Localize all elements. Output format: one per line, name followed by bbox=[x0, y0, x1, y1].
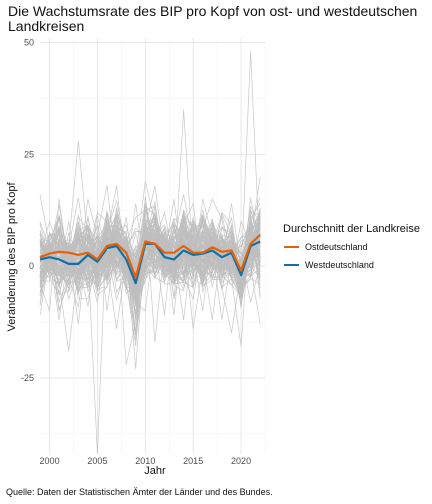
x-tick-label: 2010 bbox=[135, 456, 155, 466]
grid bbox=[40, 38, 266, 454]
district-line bbox=[39, 222, 261, 291]
district-line bbox=[39, 217, 261, 307]
x-axis-label: Jahr bbox=[144, 465, 166, 477]
legend-title: Durchschnitt der Landkreise bbox=[283, 223, 420, 235]
district-line bbox=[39, 214, 261, 305]
x-tick-label: 2005 bbox=[87, 456, 107, 466]
source-caption: Quelle: Daten der Statistischen Ämter de… bbox=[6, 487, 273, 497]
x-tick-label: 2015 bbox=[183, 456, 203, 466]
district-line bbox=[39, 208, 261, 341]
x-tick-label: 2020 bbox=[231, 456, 251, 466]
y-tick-label: 50 bbox=[24, 37, 34, 47]
district-lines bbox=[39, 51, 261, 455]
legend-label-westdeutschland: Westdeutschland bbox=[305, 260, 374, 270]
district-line bbox=[39, 221, 261, 289]
mean-lines bbox=[39, 233, 261, 285]
y-axis-label: Veränderung des BIP pro Kopf bbox=[6, 182, 18, 332]
district-line bbox=[39, 213, 261, 281]
legend: Durchschnitt der Landkreise Ostdeutschla… bbox=[283, 223, 420, 270]
legend-label-ostdeutschland: Ostdeutschland bbox=[305, 242, 368, 252]
series-line-ostdeutschland bbox=[39, 233, 261, 279]
district-line bbox=[39, 213, 261, 321]
y-tick-label: 25 bbox=[24, 149, 34, 159]
y-tick-labels: -25 0 25 50 bbox=[21, 37, 34, 382]
y-tick-label: 0 bbox=[29, 261, 34, 271]
x-tick-label: 2000 bbox=[40, 456, 60, 466]
district-line bbox=[39, 215, 261, 291]
district-line bbox=[39, 181, 261, 294]
y-tick-label: -25 bbox=[21, 373, 34, 383]
district-line bbox=[39, 109, 261, 278]
series-line-westdeutschland bbox=[39, 240, 261, 285]
chart-title: Die Wachstumsrate des BIP pro Kopf von o… bbox=[8, 3, 418, 34]
x-tick-labels: 2000 2005 2010 2015 2020 bbox=[40, 456, 252, 466]
